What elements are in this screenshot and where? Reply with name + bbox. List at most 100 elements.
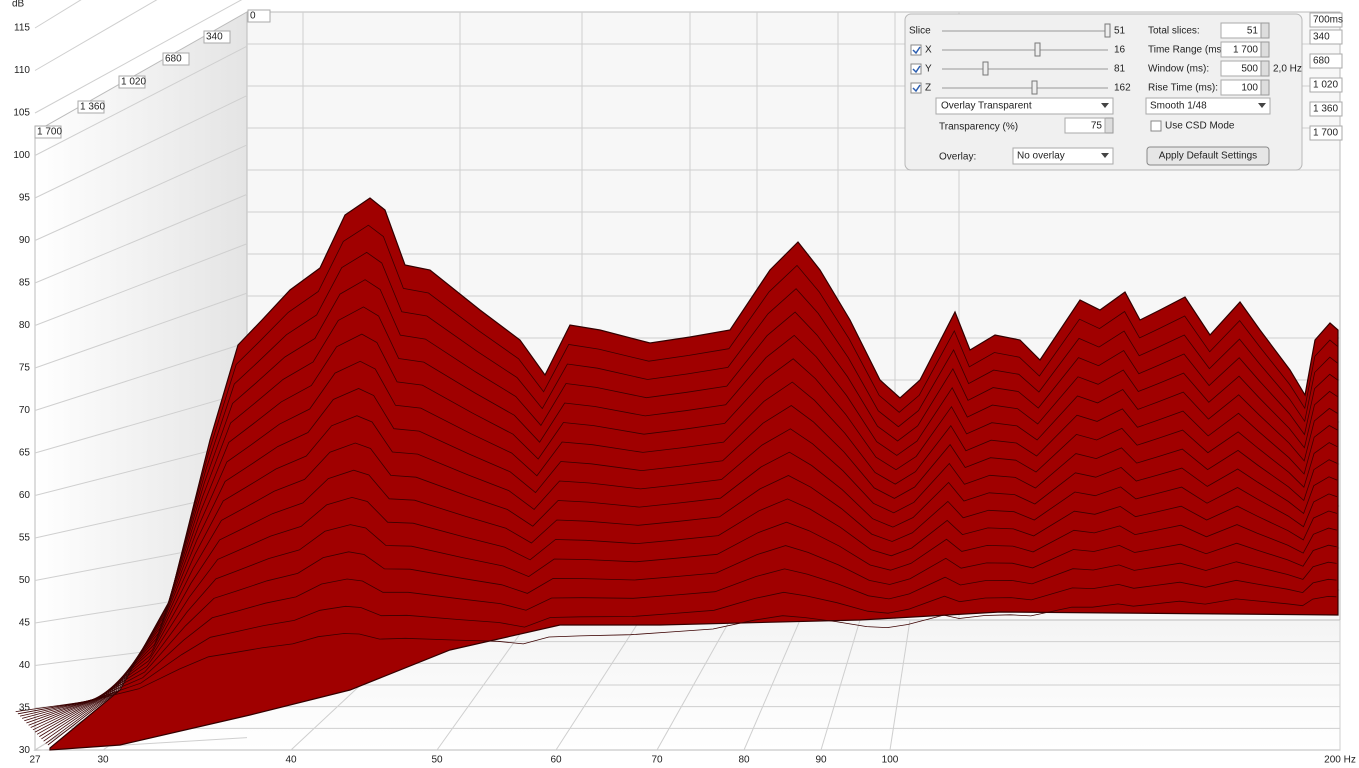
grid-line [34, 342, 248, 411]
control-panel: Slice 51 X 16 Y 81 Z 162 Total slices: 5… [904, 13, 1303, 171]
dropdown-arrow [1101, 103, 1109, 108]
grid-line [34, 144, 248, 241]
slider-thumb[interactable] [1031, 80, 1038, 95]
overlay-dropdown[interactable] [1012, 147, 1114, 165]
y-tick-label: 80 [19, 320, 31, 331]
z-label: Z [925, 83, 931, 94]
x-tick-label: 40 [285, 755, 297, 766]
y-tick-label: 90 [19, 235, 31, 246]
y-tick-label: 35 [19, 703, 31, 714]
grid-line [34, 0, 158, 71]
field-label: Window (ms): [1148, 64, 1209, 75]
slice-contour [32, 415, 1338, 731]
x-tick-label: 100 [882, 755, 899, 766]
slice-contour [17, 578, 1337, 715]
y-label: Y [925, 64, 932, 75]
csd-label: Use CSD Mode [1165, 121, 1235, 132]
slice-contour [19, 561, 1337, 717]
field-label: Total slices: [1148, 26, 1200, 37]
x-tick-label: 200 Hz [1324, 755, 1356, 766]
slice-contour [24, 521, 1337, 722]
field-label: Rise Time (ms): [1148, 83, 1218, 94]
smoothing-dropdown[interactable] [1145, 97, 1271, 115]
slider-thumb[interactable] [1034, 42, 1041, 57]
y-tick-label: 75 [19, 363, 31, 374]
y-tick-label: 105 [13, 108, 30, 119]
x-tick-label: 30 [97, 755, 109, 766]
spinner[interactable] [1260, 22, 1270, 39]
x-tick-label: 90 [815, 755, 827, 766]
panel-background [904, 13, 1303, 171]
field-value: 51 [1247, 26, 1259, 37]
slice-contour [43, 279, 1338, 742]
y-tick-label: 100 [13, 150, 30, 161]
y-tick-label: 60 [19, 490, 31, 501]
check [912, 46, 921, 55]
x-tick-label: 50 [431, 755, 443, 766]
time-tick-label: 1 700 [37, 127, 62, 138]
time-label-box [1309, 29, 1343, 45]
grid-line [34, 391, 248, 454]
y-tick-label: 55 [19, 533, 31, 544]
overlay-value: No overlay [1017, 151, 1065, 162]
check [912, 65, 921, 74]
field-value: 100 [1241, 83, 1258, 94]
transparency-label: Transparency (%) [939, 122, 1018, 133]
slice-contour [36, 360, 1338, 735]
field-value: 500 [1241, 64, 1258, 75]
waterfall-surface [15, 197, 1339, 751]
time-label-box [162, 52, 190, 66]
x-tick-label: 27 [29, 755, 41, 766]
transparency-input[interactable] [1064, 117, 1106, 134]
time-label-box [1309, 12, 1343, 28]
x-tick-label: 60 [550, 755, 562, 766]
time-label-box [247, 9, 271, 23]
slice-contour [21, 542, 1337, 719]
checkbox-z[interactable] [910, 82, 922, 94]
overlay-label: Overlay: [939, 152, 976, 163]
slider-thumb[interactable] [1104, 23, 1111, 38]
y-tick-label: 85 [19, 278, 31, 289]
mode-dropdown[interactable] [935, 97, 1114, 115]
y-tick-label: 110 [14, 65, 30, 76]
y-tick-label: 50 [19, 575, 31, 586]
grid-line [34, 0, 82, 29]
checkbox-x[interactable] [910, 44, 922, 56]
slider-thumb[interactable] [982, 61, 989, 76]
spinner[interactable] [1260, 41, 1270, 58]
check-marks [912, 46, 921, 93]
y-tick-label: 70 [19, 405, 31, 416]
time-tick-label: 700ms [1313, 15, 1343, 26]
time-label-box [203, 30, 231, 44]
z-value: 162 [1114, 83, 1131, 94]
slice-contour [15, 595, 1337, 712]
smoothing-dropdown-text: Smooth 1/48 [1150, 101, 1207, 112]
y-tick-label: 45 [19, 618, 31, 629]
transparency-value: 75 [1091, 121, 1103, 132]
time-tick-label: 680 [165, 54, 182, 65]
slice-contour [28, 469, 1338, 726]
time-tick-label: 1 700 [1313, 128, 1338, 139]
y-tick-label: 40 [19, 660, 31, 671]
grid-line [34, 243, 248, 326]
slice-label: Slice [909, 26, 931, 37]
time-tick-label: 340 [206, 32, 223, 43]
spinner[interactable] [1260, 79, 1270, 96]
mode-dropdown-text: Overlay Transparent [941, 101, 1032, 112]
time-label-box [1309, 77, 1343, 93]
slice-contour [39, 333, 1338, 737]
y-tick-label: 65 [19, 448, 31, 459]
csd-checkbox[interactable] [1150, 120, 1162, 132]
spinner[interactable] [1104, 117, 1114, 134]
spinner[interactable] [1260, 60, 1270, 77]
field-label: Time Range (ms): [1148, 45, 1228, 56]
time-tick-label: 680 [1313, 56, 1330, 67]
time-tick-label: 1 360 [1313, 104, 1338, 115]
dropdown-arrow [1101, 153, 1109, 158]
slice-contour [30, 442, 1338, 728]
apply-button[interactable] [1146, 146, 1270, 166]
checkbox-y[interactable] [910, 63, 922, 75]
time-label-box [34, 125, 62, 139]
